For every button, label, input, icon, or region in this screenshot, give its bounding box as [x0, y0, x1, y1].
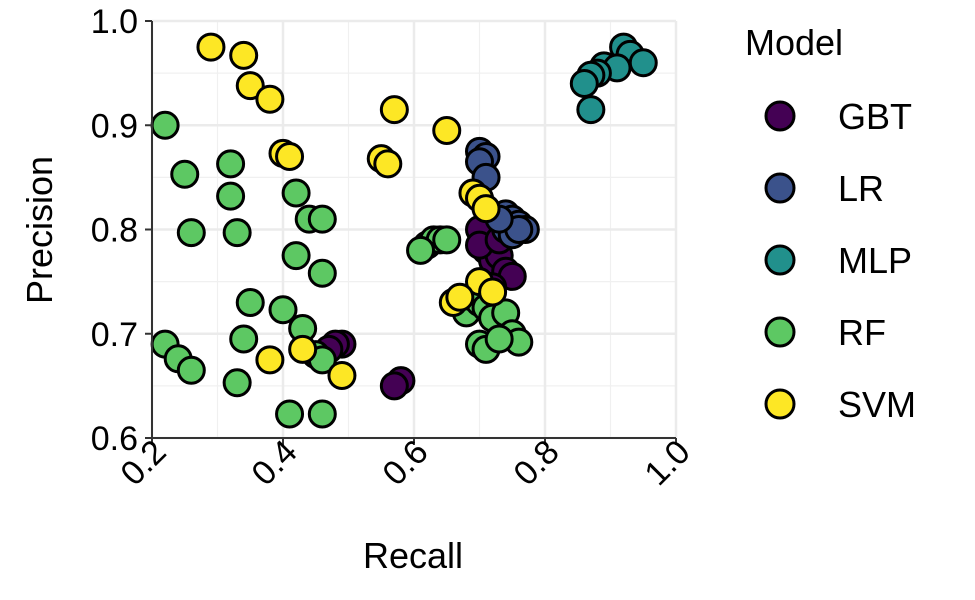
point-rf	[216, 149, 246, 179]
point-svm	[445, 282, 475, 312]
point-rf	[176, 218, 206, 248]
point-rf	[432, 225, 462, 255]
x-tick-label: 0.8	[506, 433, 566, 493]
point-mlp	[569, 69, 599, 99]
point-rf	[268, 295, 298, 325]
point-svm	[432, 115, 462, 145]
point-svm	[275, 142, 305, 172]
point-gbt	[379, 371, 409, 401]
legend-key-mlp	[764, 244, 796, 276]
y-tick-label: 0.7	[91, 316, 138, 354]
y-tick-label: 1.0	[91, 3, 138, 41]
point-svm	[373, 149, 403, 179]
point-mlp	[628, 48, 658, 78]
legend-key-lr	[764, 172, 796, 204]
legend-label-mlp: MLP	[838, 240, 912, 281]
legend-label-rf: RF	[838, 312, 886, 353]
point-rf	[170, 159, 200, 189]
x-axis-title: Recall	[363, 535, 463, 576]
point-rf	[281, 178, 311, 208]
point-rf	[150, 110, 180, 140]
point-rf	[275, 399, 305, 429]
point-svm	[379, 95, 409, 125]
y-tick-label: 0.6	[91, 420, 138, 458]
legend: GBT LR MLP RF SVM	[764, 96, 916, 425]
point-rf	[406, 235, 436, 265]
legend-key-gbt	[764, 100, 796, 132]
legend-label-svm: SVM	[838, 384, 916, 425]
y-axis-title: Precision	[19, 156, 60, 304]
point-rf	[222, 368, 252, 398]
point-rf	[307, 258, 337, 288]
point-rf	[222, 218, 252, 248]
point-svm	[327, 360, 357, 390]
legend-label-lr: LR	[838, 168, 884, 209]
data-points	[150, 32, 658, 429]
point-svm	[255, 84, 285, 114]
point-svm	[288, 334, 318, 364]
point-rf	[229, 324, 259, 354]
point-rf	[281, 241, 311, 271]
point-svm	[235, 71, 265, 101]
point-svm	[229, 40, 259, 70]
point-svm	[196, 32, 226, 62]
point-rf	[307, 204, 337, 234]
point-svm	[255, 345, 285, 375]
legend-label-gbt: GBT	[838, 96, 912, 137]
point-rf	[216, 181, 246, 211]
x-tick-label: 0.4	[244, 433, 304, 493]
point-rf	[307, 399, 337, 429]
point-svm	[478, 277, 508, 307]
y-tick-label: 0.9	[91, 107, 138, 145]
x-tick-label: 1.0	[637, 433, 697, 493]
y-tick-label: 0.8	[91, 212, 138, 250]
legend-key-svm	[764, 388, 796, 420]
point-rf	[176, 355, 206, 385]
legend-title: Model	[745, 22, 843, 63]
point-svm	[471, 194, 501, 224]
x-tick-label: 0.6	[375, 433, 435, 493]
legend-key-rf	[764, 316, 796, 348]
point-rf	[484, 324, 514, 354]
point-rf	[235, 287, 265, 317]
point-mlp	[576, 95, 606, 125]
